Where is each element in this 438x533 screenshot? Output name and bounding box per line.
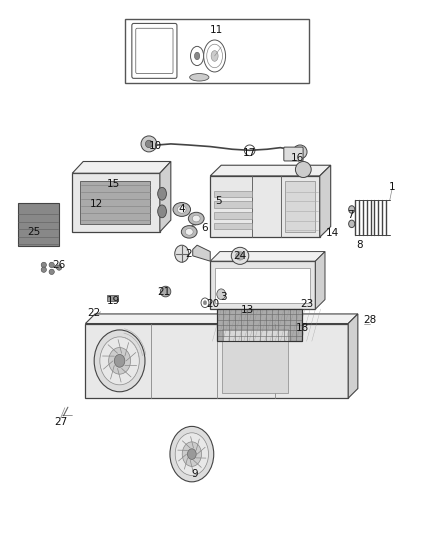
- Bar: [217, 309, 302, 341]
- Text: 14: 14: [326, 228, 339, 238]
- Ellipse shape: [349, 206, 355, 213]
- FancyBboxPatch shape: [136, 28, 173, 74]
- Text: 22: 22: [88, 308, 101, 318]
- Ellipse shape: [175, 245, 189, 262]
- Text: 1: 1: [389, 182, 396, 191]
- Ellipse shape: [192, 215, 200, 222]
- Ellipse shape: [49, 262, 54, 268]
- Text: 15: 15: [106, 179, 120, 189]
- Bar: [85, 324, 348, 398]
- Ellipse shape: [49, 269, 54, 274]
- Text: 12: 12: [90, 199, 103, 208]
- Bar: [214, 212, 252, 219]
- Text: 8: 8: [356, 240, 363, 250]
- Text: 4: 4: [178, 205, 185, 214]
- FancyBboxPatch shape: [284, 147, 303, 161]
- Bar: [222, 329, 288, 393]
- Ellipse shape: [109, 348, 131, 374]
- Text: 25: 25: [28, 227, 41, 237]
- Ellipse shape: [203, 301, 207, 305]
- Ellipse shape: [231, 247, 249, 264]
- Ellipse shape: [191, 46, 204, 66]
- Bar: [215, 268, 310, 303]
- Bar: [125, 19, 309, 83]
- Ellipse shape: [145, 140, 152, 148]
- Ellipse shape: [114, 354, 125, 367]
- Ellipse shape: [94, 330, 145, 392]
- Text: 6: 6: [201, 223, 208, 233]
- Text: 9: 9: [191, 470, 198, 479]
- Ellipse shape: [173, 203, 191, 216]
- Text: 18: 18: [296, 323, 309, 333]
- Ellipse shape: [236, 252, 244, 260]
- Polygon shape: [210, 252, 325, 261]
- Text: 28: 28: [364, 315, 377, 325]
- Ellipse shape: [141, 136, 157, 152]
- Bar: [18, 203, 59, 246]
- Ellipse shape: [293, 145, 307, 159]
- Ellipse shape: [100, 337, 139, 385]
- Ellipse shape: [182, 442, 201, 466]
- Ellipse shape: [177, 206, 186, 213]
- Polygon shape: [315, 252, 325, 309]
- Ellipse shape: [190, 74, 209, 81]
- Ellipse shape: [204, 40, 226, 72]
- Ellipse shape: [211, 51, 218, 61]
- Text: 27: 27: [54, 417, 67, 427]
- Text: 17: 17: [243, 148, 256, 158]
- Bar: [214, 201, 252, 208]
- Ellipse shape: [181, 225, 197, 238]
- Polygon shape: [85, 314, 358, 324]
- Polygon shape: [72, 161, 171, 173]
- Ellipse shape: [194, 52, 200, 60]
- Text: 13: 13: [241, 305, 254, 315]
- Ellipse shape: [185, 229, 193, 235]
- Bar: [210, 176, 320, 237]
- Polygon shape: [348, 314, 358, 398]
- Ellipse shape: [170, 426, 214, 482]
- Ellipse shape: [41, 267, 46, 272]
- Text: 3: 3: [220, 292, 227, 302]
- Polygon shape: [193, 245, 210, 261]
- Ellipse shape: [207, 44, 223, 68]
- Bar: [285, 181, 315, 232]
- Ellipse shape: [41, 262, 46, 268]
- Bar: [107, 295, 118, 301]
- Bar: [72, 173, 160, 232]
- Ellipse shape: [175, 433, 208, 475]
- Text: 16: 16: [291, 154, 304, 163]
- Text: 10: 10: [149, 141, 162, 151]
- Bar: [217, 309, 302, 341]
- Bar: [214, 223, 252, 229]
- Ellipse shape: [57, 265, 62, 270]
- Text: 20: 20: [206, 299, 219, 309]
- Text: 26: 26: [53, 261, 66, 270]
- Polygon shape: [210, 165, 331, 176]
- FancyBboxPatch shape: [132, 23, 177, 78]
- Ellipse shape: [349, 220, 355, 228]
- Ellipse shape: [158, 188, 166, 200]
- Ellipse shape: [160, 286, 171, 297]
- Text: 11: 11: [210, 25, 223, 35]
- Ellipse shape: [158, 205, 166, 218]
- Ellipse shape: [201, 298, 209, 308]
- Bar: [80, 181, 150, 224]
- Ellipse shape: [217, 289, 226, 300]
- Polygon shape: [320, 165, 331, 237]
- Bar: [214, 191, 252, 197]
- Polygon shape: [160, 161, 171, 232]
- Ellipse shape: [187, 449, 196, 459]
- Text: 5: 5: [215, 197, 223, 206]
- Text: 21: 21: [158, 287, 171, 296]
- Ellipse shape: [188, 212, 204, 225]
- Text: 23: 23: [300, 299, 313, 309]
- Text: 2: 2: [185, 249, 192, 259]
- Bar: [210, 261, 315, 309]
- Text: 24: 24: [233, 252, 247, 261]
- Text: 19: 19: [106, 296, 120, 306]
- Text: 7: 7: [347, 210, 354, 220]
- Ellipse shape: [295, 161, 311, 177]
